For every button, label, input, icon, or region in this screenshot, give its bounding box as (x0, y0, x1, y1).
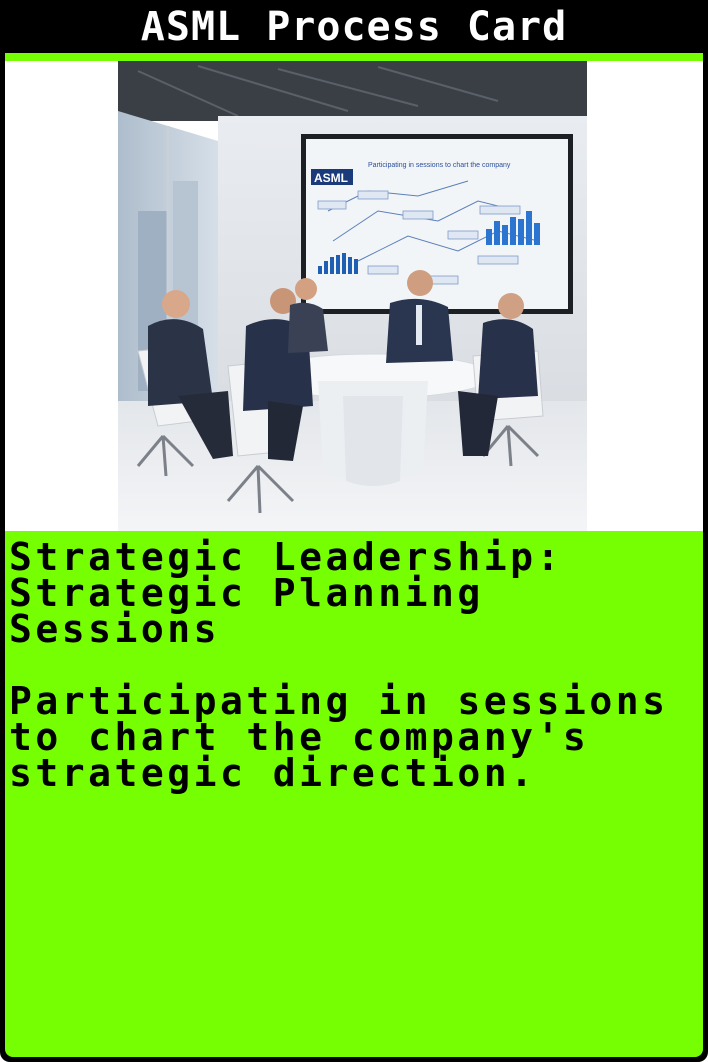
people (148, 270, 538, 461)
card-content: Strategic Leadership: Strategic Planning… (5, 531, 703, 1057)
meeting-photo: ASML Participating in sessions to chart … (118, 61, 587, 531)
card-header: ASML Process Card (0, 0, 708, 53)
accent-bar (5, 53, 703, 61)
card-description: Participating in sessions to chart the c… (9, 679, 669, 795)
meeting-illustration: ASML Participating in sessions to chart … (118, 61, 587, 531)
card-header-title: ASML Process Card (140, 3, 568, 50)
card-image-area: ASML Participating in sessions to chart … (5, 61, 703, 531)
ceiling-lights (137, 65, 499, 117)
screen-bar-chart-right (486, 211, 540, 245)
screen-logo: ASML (314, 171, 348, 185)
card-title: Strategic Leadership: Strategic Planning… (9, 535, 563, 651)
ceiling (118, 61, 587, 121)
screen-heading: Participating in sessions to chart the c… (368, 162, 511, 169)
screen-logo-bg (311, 169, 353, 185)
screen-bar-chart-left (318, 253, 358, 274)
